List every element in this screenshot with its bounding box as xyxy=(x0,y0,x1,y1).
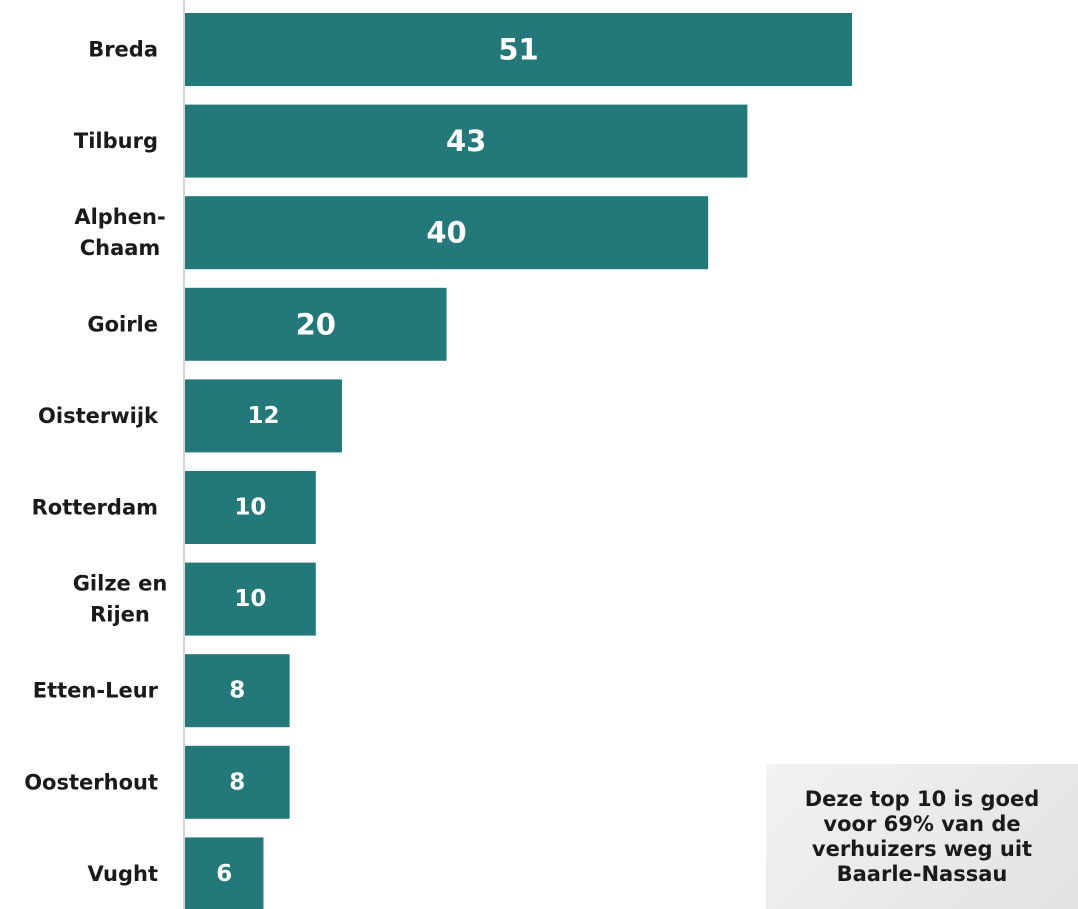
category-label: Rotterdam xyxy=(32,496,158,520)
bar-value-label: 43 xyxy=(446,124,486,158)
category-label: Etten-Leur xyxy=(33,679,159,703)
bar xyxy=(185,287,447,361)
category-label: Vught xyxy=(88,862,158,886)
value-labels-group: 51 43 40 20 12 10 10 8 8 6 xyxy=(216,33,538,887)
bar-value-label: 20 xyxy=(296,307,336,341)
category-label: Breda xyxy=(88,38,158,62)
bars-group xyxy=(185,13,852,909)
category-label: Tilburg xyxy=(74,129,158,153)
bar xyxy=(185,471,316,544)
bar-value-label: 8 xyxy=(229,769,245,795)
bar xyxy=(185,104,748,178)
bar xyxy=(185,837,264,909)
bar-value-label: 8 xyxy=(229,678,245,704)
bar xyxy=(185,654,290,728)
category-label: Oosterhout xyxy=(24,770,158,794)
bar xyxy=(185,13,852,86)
bar-value-label: 10 xyxy=(234,495,266,521)
bar xyxy=(185,745,290,819)
bar-value-label: 6 xyxy=(216,861,232,887)
bar-value-label: 12 xyxy=(247,403,279,429)
callout-text: Deze top 10 is goed voor 69% van de verh… xyxy=(804,786,1040,886)
bar xyxy=(185,196,709,270)
bar-value-label: 10 xyxy=(234,586,266,612)
category-label: Alphen-Chaam xyxy=(74,205,165,260)
category-label: Oisterwijk xyxy=(38,404,159,428)
category-label: Goirle xyxy=(87,312,158,336)
category-labels-group: Breda Tilburg Alphen-Chaam Goirle Oisterwijk… xyxy=(24,38,167,886)
bar xyxy=(185,562,316,636)
category-label: Gilze en Rijen xyxy=(73,572,168,627)
callout-box: Deze top 10 is goed voor 69% van de verh… xyxy=(766,764,1078,909)
bar xyxy=(185,379,342,453)
bar-value-label: 40 xyxy=(426,216,466,250)
bar-value-label: 51 xyxy=(498,33,538,67)
